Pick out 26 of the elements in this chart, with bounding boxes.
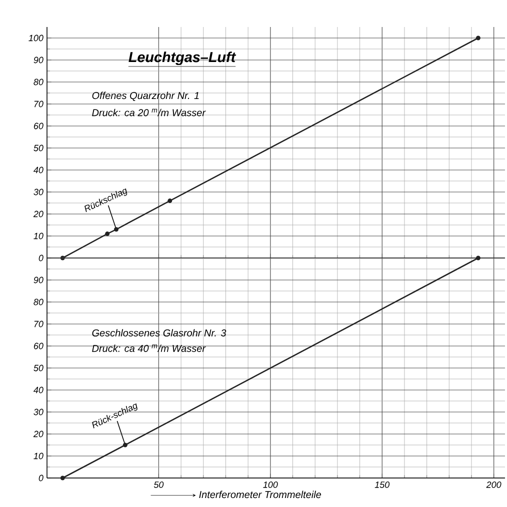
x-tick-label: 50 bbox=[154, 482, 164, 488]
y-tick-label: 80 bbox=[34, 78, 44, 86]
x-tick-label: 200 bbox=[486, 482, 502, 488]
y-tick-label: 0 bbox=[38, 474, 44, 482]
y-tick-label: 60 bbox=[34, 342, 44, 350]
y-tick-label: 80 bbox=[34, 298, 44, 306]
y-tick-label: 10 bbox=[34, 452, 44, 460]
y-tick-label: 40 bbox=[34, 166, 44, 174]
y-tick-label: 90 bbox=[34, 56, 44, 64]
y-tick-label: 30 bbox=[34, 408, 44, 416]
y-tick-label: 30 bbox=[34, 188, 44, 196]
y-tick-label: 10 bbox=[34, 232, 44, 240]
y-tick-label: 20 bbox=[33, 430, 44, 438]
x-axis-title: Interferometer Trommelteile bbox=[199, 490, 322, 498]
x-tick-label: 100 bbox=[263, 482, 278, 488]
y-tick-label: 70 bbox=[34, 320, 44, 328]
y-tick-label: 70 bbox=[34, 100, 44, 108]
y-tick-label: 100 bbox=[28, 34, 44, 42]
y-tick-label: 50 bbox=[34, 144, 44, 152]
y-tick-label: 20 bbox=[33, 210, 44, 218]
y-tick-label: 90 bbox=[34, 276, 44, 284]
y-tick-label: 40 bbox=[34, 386, 44, 394]
y-tick-label: 0 bbox=[38, 254, 44, 262]
y-tick-label: 60 bbox=[34, 122, 44, 130]
x-tick-label: 150 bbox=[374, 482, 390, 488]
y-tick-label: 50 bbox=[34, 364, 44, 372]
